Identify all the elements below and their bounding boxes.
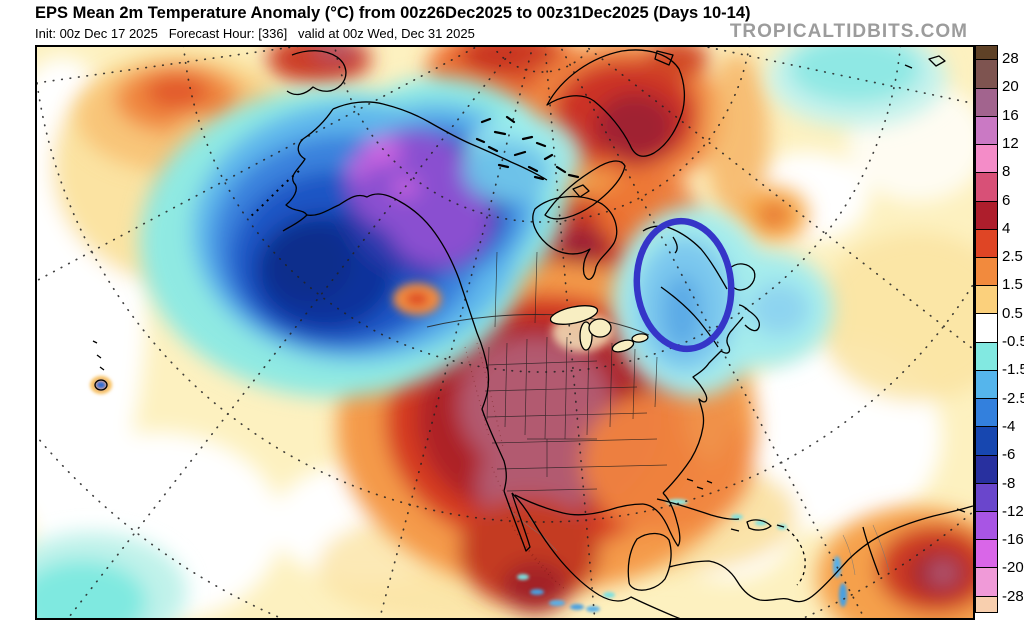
colorbar-tick-label: -6	[1002, 446, 1016, 464]
east-coast	[662, 316, 744, 494]
colorbar-segment	[976, 228, 997, 257]
lake-huron	[588, 318, 612, 338]
colorbar-tick-label: 8	[1002, 163, 1011, 181]
baja-california	[503, 490, 531, 552]
country-borders-gray	[506, 506, 890, 576]
colorbar-tick-label: -4	[1002, 417, 1016, 435]
baffin-island	[544, 160, 626, 220]
pacific-coast	[306, 193, 507, 492]
colorbar-segment	[976, 341, 997, 370]
mexico-central-america-pacific-coast	[511, 492, 681, 618]
chukotka-coast	[286, 50, 347, 96]
labrador-coast	[642, 225, 728, 290]
colorbar-segment	[976, 426, 997, 455]
greenland	[546, 49, 686, 157]
colorbar	[975, 45, 998, 613]
puerto-rico	[776, 524, 785, 528]
anomaly-map-svg	[37, 47, 973, 618]
colorbar-tick-label: -1.5	[1002, 361, 1024, 379]
colorbar-segment	[976, 200, 997, 229]
graticule	[37, 47, 973, 618]
colorbar-segment	[976, 87, 997, 116]
colorbar-segment	[976, 398, 997, 427]
hudson-bay	[532, 195, 618, 280]
caribbean-south-america-coast	[668, 505, 973, 603]
highlight-ellipse-annotation	[633, 217, 735, 353]
greenland-ne-island	[654, 50, 674, 66]
colorbar-tick-label: 4	[1002, 219, 1011, 237]
init-forecast-subtitle: Init: 00z Dec 17 2025 Forecast Hour: [33…	[35, 26, 475, 41]
arctic-coast	[332, 101, 548, 181]
colorbar-tick-label: -0.5	[1002, 333, 1024, 350]
jamaica	[730, 528, 740, 532]
terrain-speckles	[464, 342, 566, 590]
bahamas	[686, 478, 713, 490]
colorbar-tick-label: 12	[1002, 134, 1019, 152]
iceland	[928, 55, 946, 67]
hawaii-chain	[92, 340, 105, 371]
colorbar-segment	[976, 454, 997, 483]
colorbar-tick-label: -28	[1002, 587, 1024, 605]
colorbar-segment	[976, 257, 997, 286]
ungava-bay	[672, 236, 678, 254]
colorbar-segment	[976, 46, 997, 60]
lake-ontario	[631, 333, 649, 343]
lesser-antilles	[786, 528, 806, 586]
colorbar-tick-label: 2.5	[1002, 248, 1023, 266]
colorbar-tick-label: -8	[1002, 474, 1016, 492]
colorbar-segment	[976, 313, 997, 342]
anomaly-map	[35, 45, 975, 620]
colorbar-tick-label: -12	[1002, 502, 1024, 520]
state-boundaries	[484, 251, 668, 492]
page-title: EPS Mean 2m Temperature Anomaly (°C) fro…	[35, 4, 751, 22]
colorbar-tick-label: 28	[1002, 50, 1019, 67]
colorbar-segment	[976, 59, 997, 88]
florida	[642, 492, 681, 547]
colorbar-segment	[976, 369, 997, 399]
arctic-archipelago-islands	[475, 115, 580, 181]
colorbar-segment	[976, 115, 997, 145]
gulf-coast	[514, 494, 644, 516]
colorbar-segment	[976, 595, 997, 613]
colorbar-tick-label: -16	[1002, 531, 1024, 549]
watermark: TROPICALTIDBITS.COM	[729, 21, 968, 42]
colorbar-segment	[976, 482, 997, 511]
jan-mayen	[904, 64, 913, 69]
colorbar-labels: 28 20 16 12 8 6 4 2.5 1.5 0.5 -0.5 -1.5 -2.5 -4 -6 -8 -1…	[1002, 45, 1024, 613]
colombia-venezuela-border	[862, 526, 880, 576]
cuba	[656, 498, 740, 520]
hispaniola	[746, 519, 772, 531]
colorbar-segment	[976, 285, 997, 314]
colorbar-tick-label: 20	[1002, 78, 1019, 96]
cold-flecks	[90, 376, 847, 612]
colorbar-segment	[976, 172, 997, 201]
colorbar-segment	[976, 144, 997, 173]
cold-anomalies-northwest	[140, 77, 582, 397]
coastlines	[92, 49, 973, 618]
colorbar-segment	[976, 539, 997, 568]
colorbar-tick-label: 6	[1002, 191, 1011, 209]
lake-superior	[549, 305, 599, 325]
colorbar-tick-label: 0.5	[1002, 304, 1023, 322]
colorbar-tick-label: -2.5	[1002, 389, 1024, 407]
cold-anomalies-northeast	[37, 47, 947, 618]
colorbar-tick-label: 1.5	[1002, 276, 1023, 294]
colorbar-segment	[976, 567, 997, 596]
colorbar-tick-label: 16	[1002, 106, 1019, 124]
nova-scotia	[738, 304, 761, 332]
yucatan	[627, 532, 672, 591]
hawaii-big-island	[94, 379, 108, 391]
colorbar-segment	[976, 510, 997, 540]
aleutian-islands	[250, 170, 300, 217]
colorbar-tick-label: -20	[1002, 559, 1024, 577]
lake-erie	[611, 339, 635, 353]
southampton-island	[572, 184, 590, 198]
